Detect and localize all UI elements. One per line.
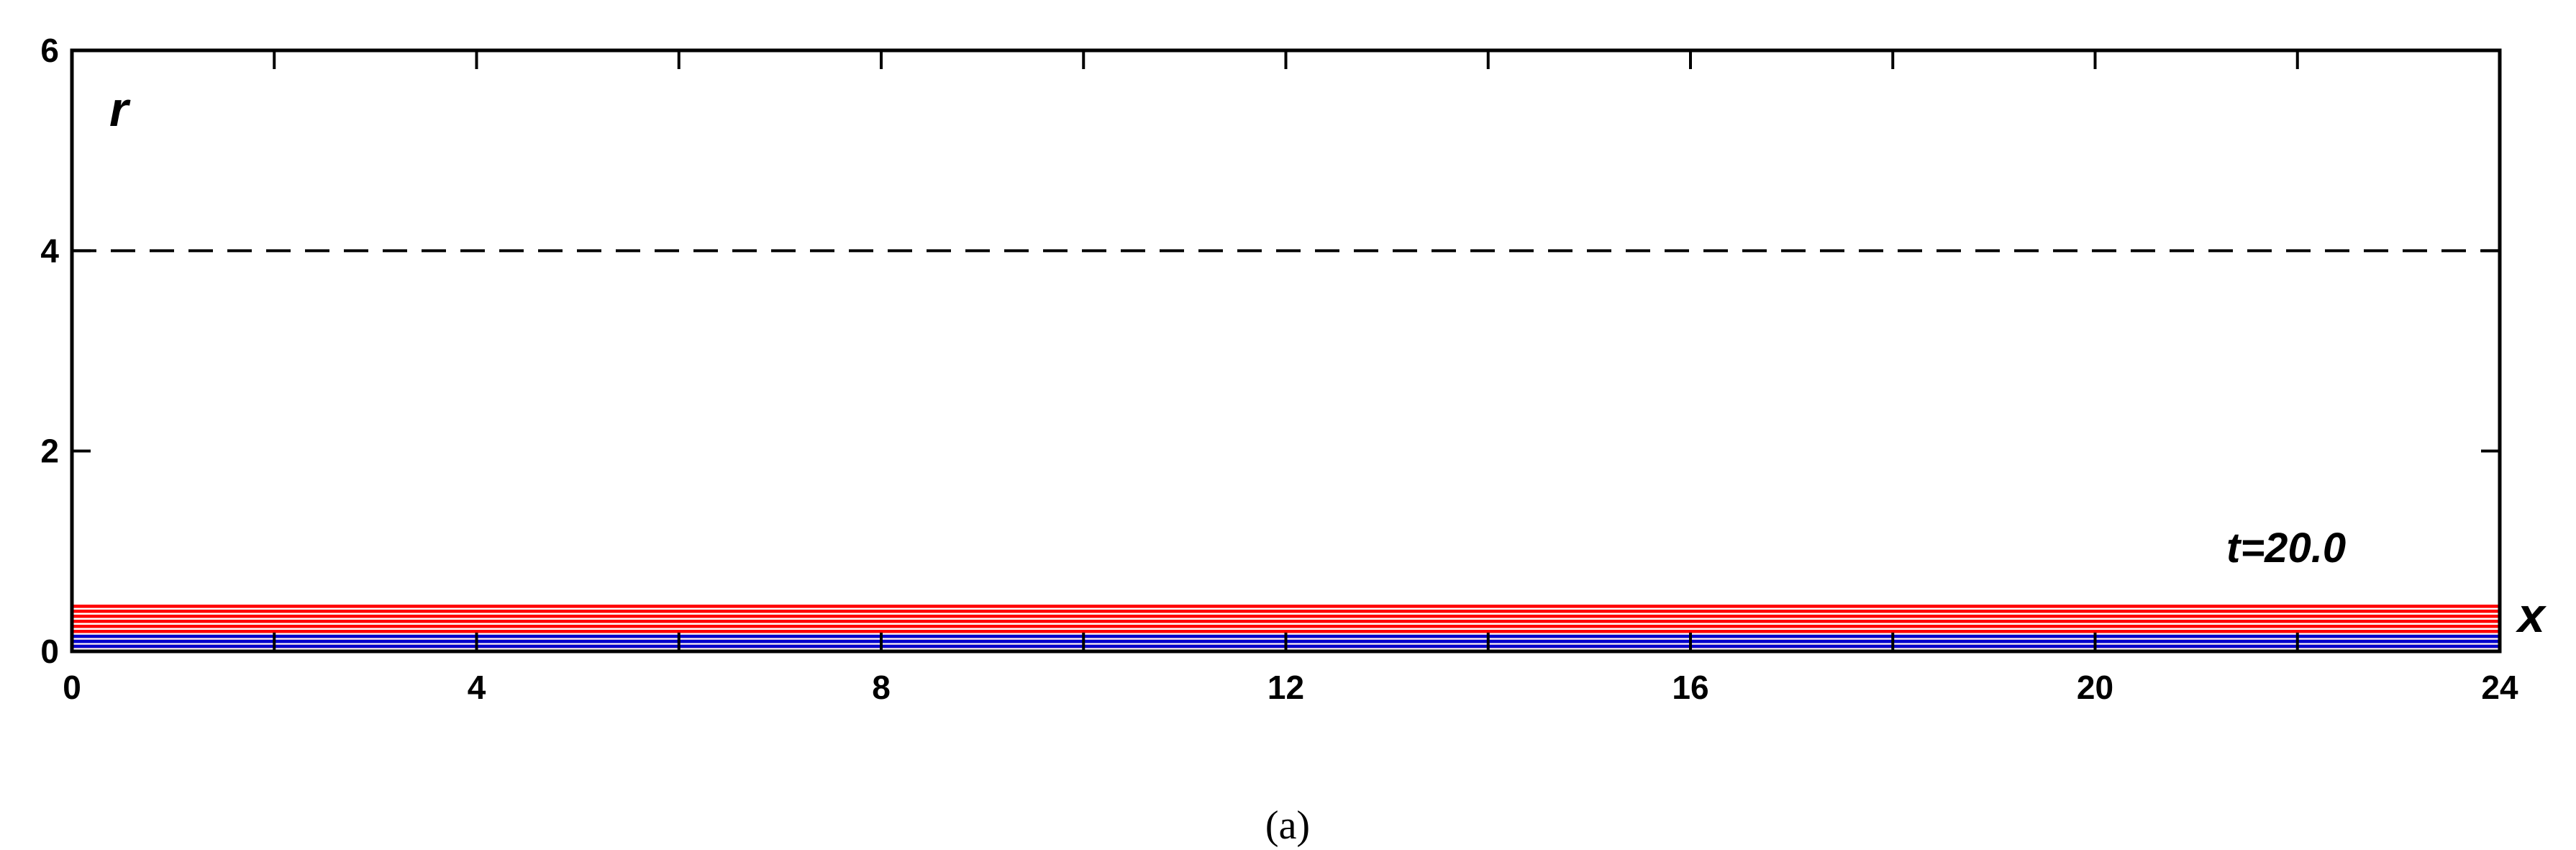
x-tick-label-2: 8 [872, 669, 891, 706]
x-tick-label-6: 24 [2481, 669, 2518, 706]
y-tick-label-1: 2 [40, 433, 59, 470]
y-tick-label-0: 0 [40, 633, 59, 670]
plot-border [70, 48, 2502, 654]
y-tick-label-3: 6 [40, 32, 59, 69]
x-tick-label-3: 12 [1267, 669, 1304, 706]
y-tick-label-2: 4 [40, 232, 59, 269]
y-axis-label: r [109, 82, 131, 137]
time-annotation: t=20.0 [2226, 525, 2346, 571]
x-axis-label: x [2516, 588, 2547, 643]
x-tick-label-0: 0 [63, 669, 81, 706]
x-tick-label-4: 16 [1672, 669, 1708, 706]
axis-ticks [70, 49, 2501, 653]
x-tick-label-5: 20 [2077, 669, 2113, 706]
plot-frame [70, 48, 2502, 654]
figure-caption: (a) [1265, 803, 1310, 848]
x-tick-label-1: 4 [468, 669, 486, 706]
